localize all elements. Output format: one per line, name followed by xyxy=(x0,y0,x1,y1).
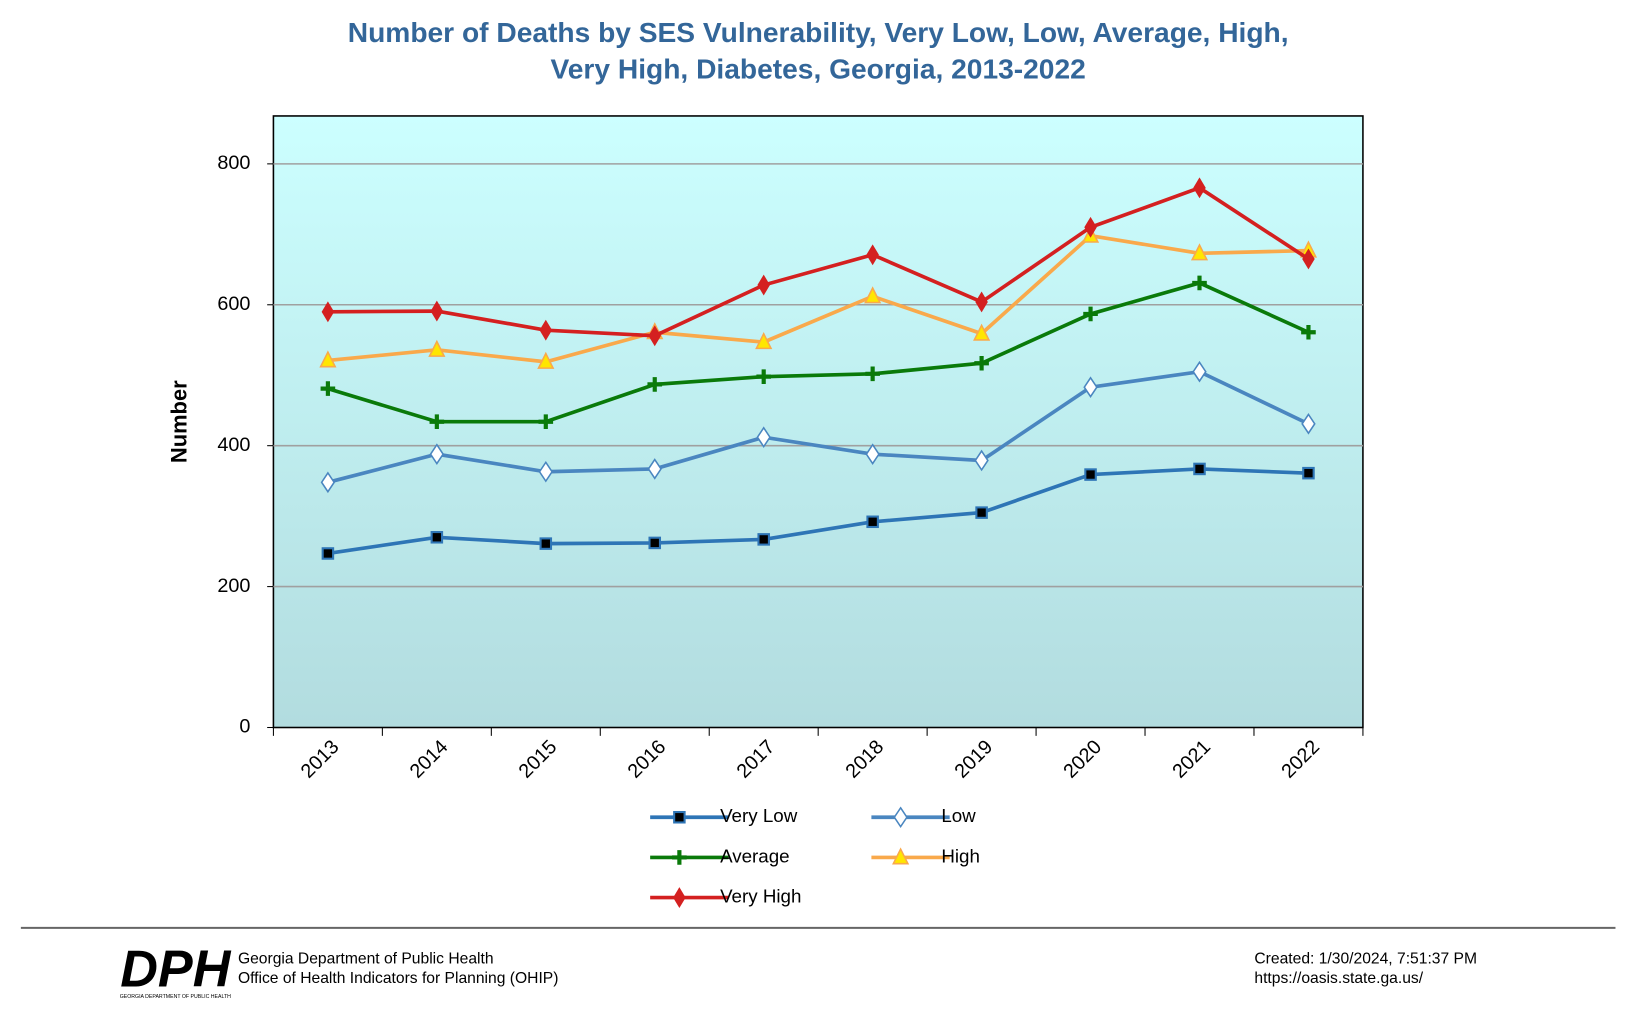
marker xyxy=(1192,360,1207,383)
marker xyxy=(865,366,880,382)
marker xyxy=(1301,324,1316,340)
legend-label: Very High xyxy=(720,886,801,907)
legend-label: Very Low xyxy=(720,805,798,826)
marker xyxy=(319,350,337,368)
marker xyxy=(648,325,662,347)
marker xyxy=(429,443,445,465)
x-tick-label: 2017 xyxy=(733,736,780,783)
marker xyxy=(647,377,663,392)
marker xyxy=(538,414,554,430)
series-line xyxy=(327,185,1310,338)
chart-title: Very High, Diabetes, Georgia, 2013-2022 xyxy=(551,53,1086,85)
logo-caption: GEORGIA DEPARTMENT OF PUBLIC HEALTH xyxy=(120,994,231,1000)
series-line xyxy=(327,280,1310,424)
marker xyxy=(320,471,336,494)
x-tick-label: 2013 xyxy=(297,736,344,783)
chart-title: Number of Deaths by SES Vulnerability, V… xyxy=(348,16,1289,48)
series-line xyxy=(327,369,1310,485)
x-tick-label: 2014 xyxy=(406,736,453,783)
marker xyxy=(975,506,988,519)
x-tick-label: 2016 xyxy=(624,736,671,783)
marker xyxy=(757,533,770,546)
marker xyxy=(1083,376,1098,399)
marker xyxy=(866,515,879,529)
x-tick-label: 2015 xyxy=(515,736,562,783)
y-tick-label: 800 xyxy=(217,152,250,174)
legend-label: Low xyxy=(941,805,976,826)
marker xyxy=(321,547,335,560)
org-text: Office of Health Indicators for Planning… xyxy=(238,970,559,987)
marker xyxy=(1083,306,1098,322)
y-tick-label: 600 xyxy=(217,293,250,315)
info-text: Created: 1/30/2024, 7:51:37 PM xyxy=(1254,950,1477,967)
marker xyxy=(320,381,336,396)
marker xyxy=(673,887,686,909)
marker xyxy=(974,355,989,371)
marker xyxy=(1302,466,1315,480)
marker xyxy=(866,244,879,266)
x-tick-label: 2019 xyxy=(950,736,997,783)
x-tick-label: 2022 xyxy=(1277,736,1324,783)
marker xyxy=(864,286,882,304)
marker xyxy=(537,351,555,369)
marker xyxy=(429,414,445,430)
marker xyxy=(539,537,553,550)
marker xyxy=(1084,468,1097,481)
marker xyxy=(893,806,908,829)
marker xyxy=(756,369,772,384)
marker xyxy=(892,847,910,865)
marker xyxy=(755,332,773,350)
logo: DPH xyxy=(120,941,231,999)
info-text: https://oasis.state.ga.us/ xyxy=(1254,970,1423,987)
marker xyxy=(974,449,989,472)
series-line xyxy=(327,467,1309,556)
marker xyxy=(430,531,444,544)
marker xyxy=(428,339,446,357)
marker xyxy=(865,443,880,465)
legend-label: High xyxy=(941,845,980,866)
marker xyxy=(757,274,770,296)
marker xyxy=(1190,243,1209,261)
org-text: Georgia Department of Public Health xyxy=(238,950,494,967)
y-axis-label: Number xyxy=(166,380,191,463)
y-tick-label: 200 xyxy=(217,575,250,597)
marker xyxy=(1193,177,1206,199)
marker xyxy=(321,301,335,323)
marker xyxy=(648,536,662,550)
y-tick-label: 0 xyxy=(239,716,250,738)
marker xyxy=(647,458,662,480)
x-tick-label: 2020 xyxy=(1059,736,1106,783)
marker xyxy=(1193,462,1206,476)
marker xyxy=(430,300,444,322)
marker xyxy=(973,323,991,341)
marker xyxy=(672,850,687,865)
marker xyxy=(1301,413,1316,435)
x-tick-label: 2018 xyxy=(842,736,889,783)
marker xyxy=(1192,275,1207,291)
marker xyxy=(756,426,771,449)
x-tick-label: 2021 xyxy=(1168,736,1215,783)
marker xyxy=(538,460,553,483)
marker xyxy=(975,291,988,313)
series-line xyxy=(327,233,1309,364)
y-tick-label: 400 xyxy=(217,434,250,456)
legend-label: Average xyxy=(720,845,790,866)
marker xyxy=(673,810,686,824)
